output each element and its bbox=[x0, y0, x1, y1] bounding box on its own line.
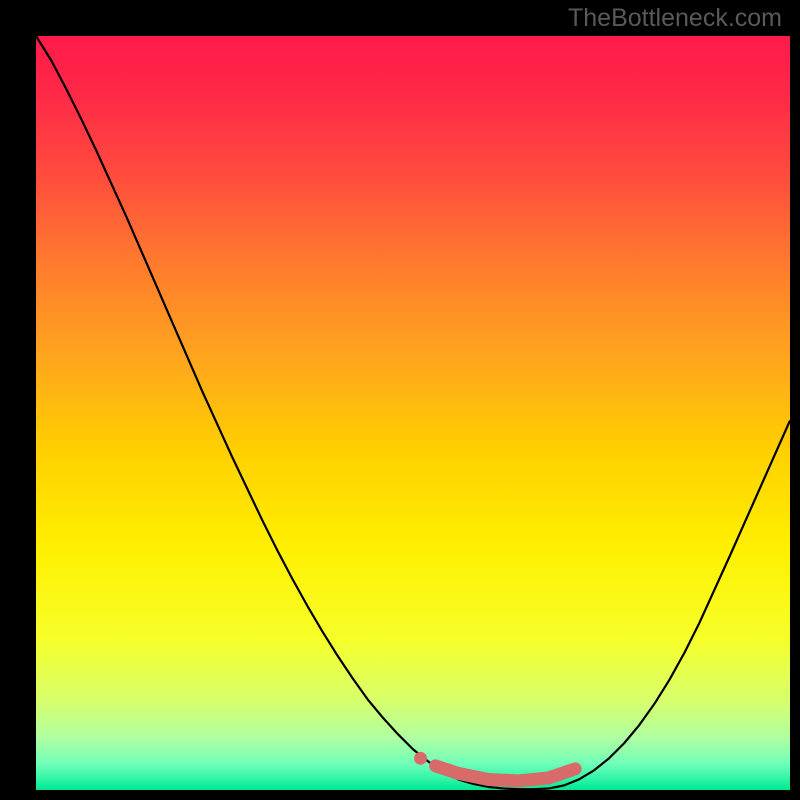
optimal-point-dot bbox=[414, 752, 427, 765]
gradient-background bbox=[36, 36, 790, 790]
watermark-text: TheBottleneck.com bbox=[568, 4, 782, 33]
plot-area bbox=[36, 36, 790, 790]
plot-svg bbox=[36, 36, 790, 790]
chart-frame: TheBottleneck.com bbox=[0, 0, 800, 800]
